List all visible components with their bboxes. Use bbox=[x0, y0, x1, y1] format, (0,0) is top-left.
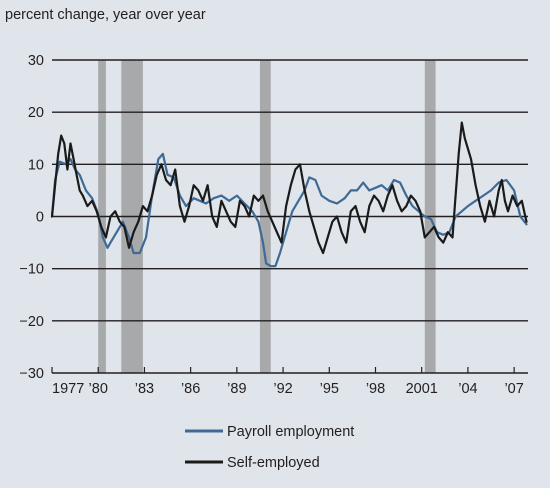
legend-item-self-employed: Self-employed bbox=[185, 455, 320, 471]
x-tick-label-1977: 1977 bbox=[52, 381, 84, 397]
y-tick-label-20: −20 bbox=[19, 314, 44, 330]
x-tick-label-1992: ’92 bbox=[273, 381, 292, 397]
x-tick-label-1980: ’80 bbox=[89, 381, 108, 397]
y-axis-label: percent change, year over year bbox=[5, 7, 206, 23]
series-line-self-employed bbox=[50, 121, 528, 255]
x-tick-label-1995: ’95 bbox=[320, 381, 339, 397]
x-tick-label-2001: 2001 bbox=[406, 381, 438, 397]
y-tick-label-10: 10 bbox=[28, 157, 44, 173]
legend-label-self-employed: Self-employed bbox=[227, 455, 320, 471]
y-tick-label-10: −10 bbox=[19, 262, 44, 278]
x-tick-label-2007: ’07 bbox=[504, 381, 523, 397]
x-tick-label-1989: ’89 bbox=[227, 381, 246, 397]
x-tick-label-2004: ’04 bbox=[458, 381, 477, 397]
legend: Payroll employment Self-employed bbox=[185, 424, 354, 471]
series-lines bbox=[50, 121, 528, 268]
x-tick-label-1986: ’86 bbox=[181, 381, 200, 397]
y-tick-label-30: −30 bbox=[19, 366, 44, 382]
x-axis: 1977 ’80 ’83 ’86 ’89 ’92 ’95 ’98 2001 ’04 ’07 bbox=[51, 367, 524, 397]
y-axis: −30 −20 −10 0 10 20 30 bbox=[19, 53, 44, 382]
x-tick-label-1983: ’83 bbox=[135, 381, 154, 397]
y-tick-label-20: 20 bbox=[28, 105, 44, 121]
y-tick-label-30: 30 bbox=[28, 53, 44, 69]
legend-item-payroll: Payroll employment bbox=[185, 424, 354, 440]
y-tick-label-0: 0 bbox=[36, 210, 44, 226]
x-tick-label-1998: ’98 bbox=[366, 381, 385, 397]
legend-label-payroll: Payroll employment bbox=[227, 424, 354, 440]
